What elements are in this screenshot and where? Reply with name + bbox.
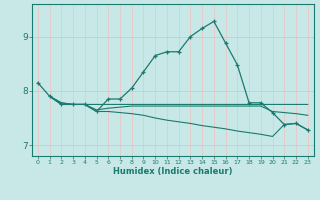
X-axis label: Humidex (Indice chaleur): Humidex (Indice chaleur) bbox=[113, 167, 233, 176]
